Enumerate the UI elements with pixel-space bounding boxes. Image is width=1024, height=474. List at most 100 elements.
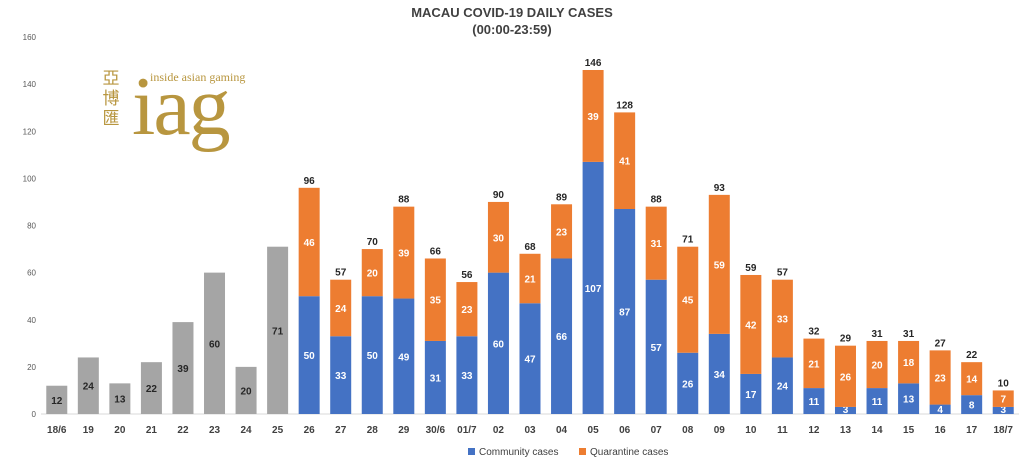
total-label: 70 <box>367 237 379 248</box>
logo-cjk-text: 亞博匯 <box>102 69 120 129</box>
bar-segment <box>519 253 541 304</box>
data-label: 24 <box>83 382 95 393</box>
legend-label: Community cases <box>479 447 558 458</box>
total-label: 88 <box>651 195 663 206</box>
x-tick-label: 28 <box>367 425 379 436</box>
bar-segment <box>361 296 383 414</box>
data-label: 26 <box>840 372 852 383</box>
data-label: 42 <box>745 320 757 331</box>
bar-segment <box>487 201 509 273</box>
x-tick-label: 02 <box>493 425 505 436</box>
data-label: 87 <box>619 308 631 319</box>
x-tick-label: 27 <box>335 425 347 436</box>
bar-segment <box>645 279 667 414</box>
data-label: 41 <box>619 157 631 168</box>
data-label: 12 <box>51 396 63 407</box>
total-label: 56 <box>461 270 473 281</box>
y-tick-label: 60 <box>27 269 36 278</box>
data-label: 31 <box>430 373 442 384</box>
bar-segment <box>551 204 573 259</box>
total-label: 59 <box>745 263 757 274</box>
x-tick-label: 03 <box>524 425 536 436</box>
bar-segment <box>519 303 541 414</box>
x-tick-label: 06 <box>619 425 631 436</box>
total-label: 57 <box>335 268 347 279</box>
iag-logo: 亞博匯 iag inside asian gaming <box>100 62 260 161</box>
data-label: 22 <box>146 384 158 395</box>
data-label: 18 <box>903 358 915 369</box>
x-tick-label: 05 <box>588 425 600 436</box>
x-tick-label: 12 <box>808 425 820 436</box>
x-tick-label: 23 <box>209 425 221 436</box>
data-label: 31 <box>651 239 663 250</box>
total-label: 57 <box>777 268 789 279</box>
bar-segment <box>677 246 699 353</box>
bar-segment <box>677 352 699 414</box>
x-tick-label: 14 <box>871 425 883 436</box>
data-label: 60 <box>209 339 221 350</box>
data-label: 13 <box>903 395 915 406</box>
bar-segment <box>330 336 352 414</box>
total-label: 146 <box>585 58 602 69</box>
bar-segment <box>109 383 131 414</box>
data-label: 107 <box>585 284 602 295</box>
chart-title: MACAU COVID-19 DAILY CASES <box>411 5 613 20</box>
bar-segment <box>582 161 604 414</box>
bar-segment <box>235 366 257 414</box>
x-tick-label: 25 <box>272 425 284 436</box>
bar-segment <box>645 206 667 280</box>
data-label: 33 <box>461 371 473 382</box>
data-label: 45 <box>682 296 694 307</box>
total-label: 31 <box>903 329 915 340</box>
bar-segment <box>393 206 415 299</box>
x-tick-label: 08 <box>682 425 694 436</box>
x-tick-label: 21 <box>146 425 158 436</box>
data-label: 3 <box>843 405 849 416</box>
data-label: 35 <box>430 296 442 307</box>
x-tick-label: 22 <box>177 425 189 436</box>
data-label: 46 <box>304 238 316 249</box>
x-tick-label: 09 <box>714 425 726 436</box>
total-label: 96 <box>304 176 316 187</box>
legend-swatch <box>468 448 475 455</box>
bar-segment <box>456 336 478 414</box>
x-tick-label: 01/7 <box>457 425 477 436</box>
x-tick-label: 26 <box>304 425 316 436</box>
data-label: 8 <box>969 401 975 412</box>
data-label: 66 <box>556 332 568 343</box>
data-label: 34 <box>714 370 726 381</box>
data-label: 26 <box>682 379 694 390</box>
total-label: 128 <box>616 100 633 111</box>
x-tick-label: 16 <box>935 425 947 436</box>
bar-segment <box>898 340 920 384</box>
y-tick-label: 160 <box>23 33 37 42</box>
bar-segment <box>204 272 226 414</box>
bar-segment <box>866 388 888 414</box>
data-label: 11 <box>809 397 820 408</box>
bar-segment <box>740 274 762 374</box>
bar-segment <box>834 345 856 407</box>
total-label: 31 <box>871 329 883 340</box>
bar-segment <box>929 404 951 414</box>
legend-swatch <box>579 448 586 455</box>
bar-segment <box>487 272 509 414</box>
bar-segment <box>961 395 983 414</box>
bar-segment <box>614 112 636 210</box>
data-label: 33 <box>777 315 789 326</box>
total-label: 71 <box>682 235 694 246</box>
bar-segment <box>456 282 478 337</box>
total-label: 88 <box>398 195 410 206</box>
bar-segment <box>740 373 762 414</box>
total-label: 93 <box>714 183 726 194</box>
data-label: 39 <box>398 249 410 260</box>
x-tick-label: 13 <box>840 425 852 436</box>
total-label: 68 <box>524 242 536 253</box>
data-label: 13 <box>114 395 126 406</box>
x-tick-label: 30/6 <box>426 425 446 436</box>
total-label: 90 <box>493 190 505 201</box>
x-tick-label: 24 <box>241 425 253 436</box>
data-label: 71 <box>272 326 284 337</box>
bar-segment <box>708 333 730 414</box>
bar-segment <box>46 385 68 414</box>
